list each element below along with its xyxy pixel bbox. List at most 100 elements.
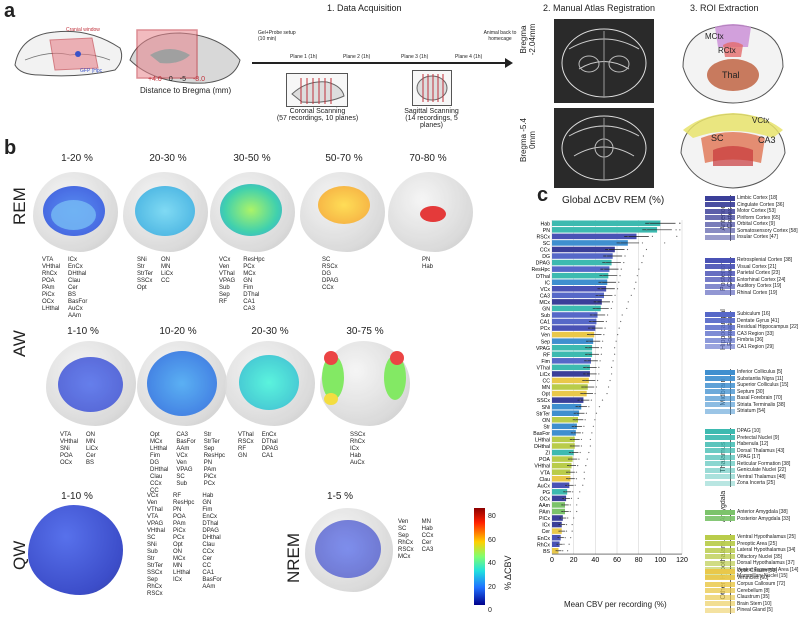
data-point — [598, 294, 600, 296]
legend-swatch — [705, 435, 735, 440]
colorbar-title: % ΔCBV — [503, 555, 513, 590]
category-label: CA1 — [540, 320, 550, 326]
data-point — [570, 537, 572, 539]
data-point — [577, 497, 579, 499]
legend-item-label: Orbital Cortex [9] — [737, 221, 775, 227]
bar — [552, 502, 565, 508]
x-tick-label: 0 — [550, 557, 554, 564]
data-point — [612, 360, 614, 362]
category-label: Fim — [541, 359, 550, 365]
data-point — [588, 406, 590, 408]
data-point — [558, 543, 560, 545]
legend-item: Claustrum [35] — [705, 594, 770, 600]
panel-letter-a: a — [4, 0, 16, 22]
legend-item-label: Substantia Nigra [11] — [737, 375, 784, 382]
bar — [552, 312, 598, 318]
legend-item-label: Somatosensory Cortex [58] — [737, 227, 798, 234]
legend-item: Residual Hippocampus [22] — [705, 324, 798, 330]
bar — [552, 246, 615, 253]
distance-tick: -5 — [179, 76, 186, 83]
data-point — [589, 438, 591, 441]
category-label: PiCx — [539, 516, 550, 522]
legend-item-label: Brain Stem [10] — [737, 600, 772, 607]
legend-item: Auditory Cortex [19] — [705, 283, 781, 289]
legend-swatch — [705, 581, 735, 587]
legend-swatch — [705, 474, 735, 479]
category-label: DThal — [536, 274, 550, 280]
category-label: Cer — [542, 529, 551, 535]
legend-swatch — [705, 408, 735, 414]
legend-item: Dorsal Thalamus [43] — [705, 448, 784, 454]
category-label: ZI — [545, 451, 550, 457]
distance-ticks: +4.0 0 -5 -8.0 — [148, 76, 205, 83]
category-label: AAm — [539, 503, 550, 509]
legend-swatch — [705, 541, 735, 546]
legend-item-label: Habenula [12] — [737, 441, 769, 447]
legend-swatch — [705, 467, 735, 473]
legend-item-label: Superior Colliculus [15] — [737, 382, 789, 388]
data-point — [594, 419, 596, 421]
x-tick-label: 20 — [570, 557, 578, 564]
range-label: 1-10 % — [67, 326, 99, 337]
legend-item-label: Pineal Gland [5] — [737, 607, 773, 613]
bar — [552, 390, 587, 397]
category-label: VCx — [540, 287, 550, 293]
data-point — [562, 550, 564, 552]
data-point — [601, 281, 603, 283]
bar — [552, 253, 613, 259]
data-point — [619, 242, 621, 244]
plane-label: Plane 1 (1h) — [290, 54, 318, 60]
data-point — [627, 235, 629, 237]
region-list-rem-5: PN Hab — [422, 257, 434, 270]
bar — [552, 443, 575, 449]
legend-item-label: Inferior Colliculus [5] — [737, 369, 783, 375]
data-point — [557, 550, 559, 552]
legend-item-label: Claustrum [35] — [737, 594, 770, 600]
bar — [552, 266, 610, 272]
legend-item: Olfactory Nuclei [35] — [705, 554, 782, 560]
legend-item-label: Fimbria [36] — [737, 337, 764, 343]
data-point — [606, 392, 608, 395]
data-point — [603, 268, 605, 270]
legend-swatch — [705, 257, 735, 263]
timeline-axis — [252, 62, 510, 64]
brain-3d-aw-1 — [46, 341, 136, 426]
data-point — [580, 438, 583, 441]
bar — [552, 233, 637, 240]
data-point — [560, 530, 562, 532]
range-label: 1-5 % — [326, 491, 354, 502]
legend-swatch — [705, 344, 735, 349]
legend-swatch — [705, 382, 735, 388]
range-label: 50-70 % — [325, 153, 363, 164]
data-point — [588, 451, 590, 454]
data-point — [611, 301, 614, 303]
legend-item: Parietal Cortex [23] — [705, 270, 780, 276]
brain-sagittal-illustration — [129, 29, 241, 84]
x-tick-label: 40 — [591, 557, 599, 564]
brain-3d-nrem — [305, 508, 393, 592]
data-point — [580, 445, 583, 447]
bar — [552, 475, 571, 482]
category-label: PCx — [540, 326, 550, 332]
legend-swatch — [705, 264, 735, 269]
data-point — [591, 432, 593, 434]
category-label: PAm — [539, 510, 550, 516]
bar — [552, 272, 609, 279]
category-label: CA3 — [540, 293, 550, 299]
bar — [552, 423, 577, 430]
roi-coronal-1 — [682, 24, 784, 104]
data-point — [575, 478, 578, 480]
legend-item: Somatosensory Cortex [58] — [705, 228, 798, 234]
data-point — [579, 399, 581, 401]
data-point — [642, 255, 645, 257]
range-label: 70-80 % — [409, 153, 447, 164]
data-point — [590, 327, 592, 329]
legend-item: Superior Colliculus [15] — [705, 382, 788, 388]
legend-swatch — [705, 441, 735, 447]
brain-3d-rem-1 — [33, 172, 118, 252]
panel-letter-c: c — [537, 184, 549, 206]
region-list-rem-2: SNi Str StrTer SSCx Opt ON MN LiCx CC — [137, 257, 174, 291]
category-label: Sep — [541, 339, 550, 345]
legend-swatch — [705, 290, 735, 295]
category-label: Hab — [540, 221, 550, 227]
